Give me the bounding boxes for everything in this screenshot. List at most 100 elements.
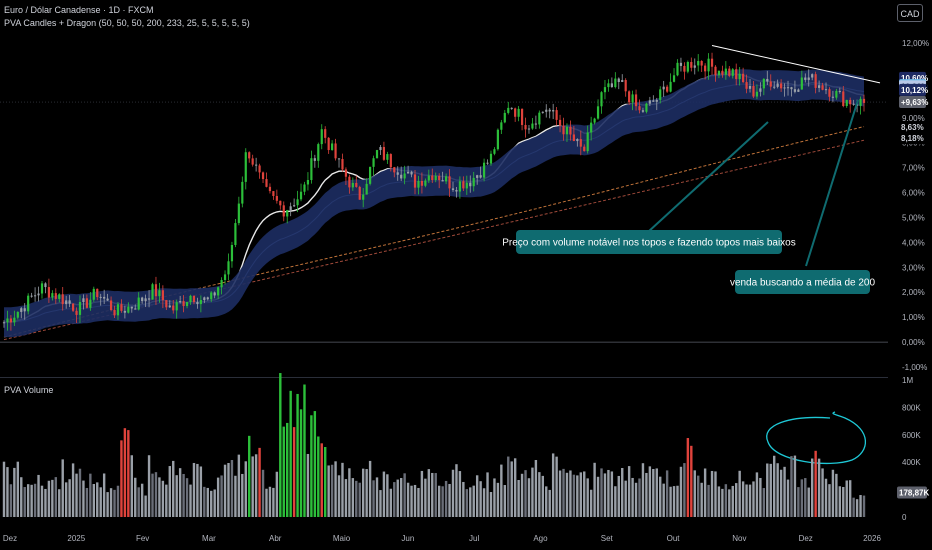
volume-bar [330, 464, 334, 517]
volume-bar [662, 483, 665, 517]
candle-body [182, 301, 185, 307]
candle-body [524, 124, 527, 130]
candle-body [196, 302, 199, 305]
candle-body [89, 299, 92, 308]
candle-body [179, 301, 182, 303]
volume-bar [310, 415, 313, 517]
volume-bar [458, 471, 462, 517]
candle-body [30, 295, 33, 297]
volume-circle-annotation [766, 411, 867, 465]
volume-pane-title: PVA Volume [4, 385, 54, 395]
volume-bar [755, 472, 759, 517]
volume-bar [120, 440, 123, 517]
volume-bar [282, 426, 285, 517]
candle-body [842, 91, 845, 107]
volume-bar [40, 485, 44, 517]
volume-bar [859, 495, 862, 517]
candle-body [213, 292, 216, 296]
volume-last-badge [897, 486, 927, 499]
volume-bar [410, 485, 413, 517]
volume-bar [393, 482, 396, 517]
volume-bar [20, 477, 23, 517]
currency-button[interactable]: CAD [897, 4, 923, 22]
volume-bar [16, 461, 20, 517]
candle-body [320, 129, 323, 145]
candle-body [158, 290, 161, 297]
volume-bar [320, 443, 323, 517]
volume-bar [275, 471, 279, 517]
price-axis-label: 7,00% [902, 164, 925, 173]
candle-body [624, 79, 627, 92]
candle-body [831, 96, 835, 98]
volume-bar [33, 483, 37, 517]
volume-bar [728, 489, 731, 517]
volume-bar [503, 485, 507, 517]
candle-body [120, 304, 123, 311]
candle-body [638, 106, 641, 111]
candle-body [82, 298, 85, 302]
candle-body [358, 186, 361, 200]
volume-bar [710, 470, 714, 517]
candle-body [496, 129, 499, 150]
volume-bar [610, 471, 614, 517]
volume-bar [659, 476, 662, 517]
price-axis-label: 0,00% [902, 338, 925, 347]
volume-bar [596, 476, 600, 517]
volume-bar [500, 464, 503, 517]
time-axis-label: Ago [533, 534, 548, 543]
candle-body [417, 180, 420, 188]
volume-bar [175, 475, 178, 517]
candle-body [389, 154, 392, 168]
candle-body [555, 110, 558, 120]
volume-bar [427, 469, 431, 517]
candle-body [628, 91, 631, 103]
candle-body [517, 108, 520, 117]
candle-body [40, 283, 44, 294]
candle-body [210, 292, 213, 300]
volume-bar [769, 463, 772, 517]
candle-body [431, 175, 434, 181]
candle-body [220, 279, 223, 288]
volume-bar [848, 480, 852, 517]
volume-bar [786, 479, 790, 517]
volume-bar [279, 373, 282, 517]
candle-body [382, 147, 386, 160]
volume-bar [572, 474, 576, 517]
candle-body [507, 107, 510, 113]
volume-bar [258, 447, 261, 517]
price-badge-text: +9,63% [901, 98, 928, 107]
candle-body [545, 109, 548, 112]
candle-body [61, 294, 64, 305]
volume-bar [824, 478, 828, 517]
candle-body [672, 75, 676, 82]
candle-body [168, 305, 171, 308]
volume-bar [58, 489, 61, 517]
candle-body [724, 68, 727, 75]
candle-body [438, 175, 441, 181]
volume-bar [185, 478, 189, 517]
candle-body [748, 85, 752, 89]
volume-bar [700, 482, 703, 517]
volume-bar [762, 488, 766, 517]
candle-body [348, 176, 351, 188]
candle-body [217, 287, 220, 296]
volume-bar [296, 393, 299, 517]
volume-bar [417, 487, 420, 517]
candle-body [631, 94, 634, 103]
candle-body [293, 205, 296, 207]
time-axis-label: Maio [333, 534, 351, 543]
candle-body [189, 295, 192, 302]
candle-body [334, 143, 337, 159]
candle-body [717, 70, 721, 76]
candle-body [424, 180, 427, 186]
volume-bar [469, 487, 472, 517]
candle-body [735, 69, 738, 80]
candle-body [610, 83, 613, 88]
candle-body [773, 86, 776, 88]
volume-bar [213, 489, 216, 517]
candle-body [165, 300, 168, 308]
candle-body [27, 295, 30, 312]
candle-body [362, 194, 365, 200]
volume-bar [665, 470, 669, 517]
candle-body [175, 302, 178, 311]
